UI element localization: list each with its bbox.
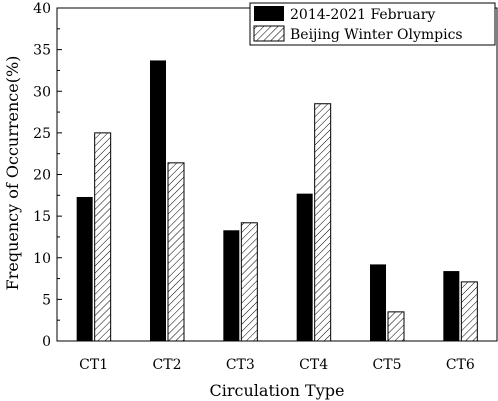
legend-swatch-2014-2021-february <box>254 6 284 21</box>
x-axis-label: Circulation Type <box>210 381 345 400</box>
y-tick-label-10: 10 <box>33 251 51 267</box>
bar-ct6-2014-2021-february <box>443 271 460 341</box>
legend-box <box>249 2 496 46</box>
bar-ct5-2014-2021-february <box>370 264 386 341</box>
y-axis-label: Frequency of Occurrence(%) <box>3 56 22 291</box>
bar-ct4-beijing-winter-olympics <box>314 103 332 342</box>
y-tick-label-35: 35 <box>33 43 51 59</box>
x-tick-label-ct5: CT5 <box>373 357 402 373</box>
bar-ct3-2014-2021-february <box>223 230 240 341</box>
bar-ct2-2014-2021-february <box>150 60 166 341</box>
axes-group: CT1 CT2 CT3 CT4 CT5 CT6 0 5 10 15 20 25 30 35 40 <box>33 1 498 373</box>
bar-ct1-2014-2021-february <box>76 196 93 341</box>
bar-ct1-beijing-winter-olympics <box>94 132 112 342</box>
x-tick-label-ct6: CT6 <box>446 357 475 373</box>
bar-ct3-beijing-winter-olympics <box>240 222 258 342</box>
legend-label-2014-2021-february: 2014-2021 February <box>290 7 435 23</box>
y-tick-label-15: 15 <box>33 209 51 225</box>
x-tick-label-ct4: CT4 <box>299 357 328 373</box>
x-tick-label-ct1: CT1 <box>79 357 108 373</box>
y-tick-label-40: 40 <box>33 1 51 17</box>
bar-ct4-2014-2021-february <box>296 193 313 341</box>
bar-ct2-beijing-winter-olympics <box>167 162 185 342</box>
bars-group <box>76 60 478 342</box>
legend-label-beijing-winter-olympics: Beijing Winter Olympics <box>290 27 463 43</box>
x-tick-label-ct2: CT2 <box>153 357 182 373</box>
y-tick-label-0: 0 <box>42 334 51 350</box>
y-tick-label-20: 20 <box>33 168 51 184</box>
y-tick-label-25: 25 <box>33 126 51 142</box>
y-tick-label-5: 5 <box>42 292 51 308</box>
bar-ct5-beijing-winter-olympics <box>387 311 405 342</box>
x-tick-label-ct3: CT3 <box>226 357 255 373</box>
y-tick-label-30: 30 <box>33 84 51 100</box>
legend-swatch-beijing-winter-olympics <box>253 25 285 42</box>
legend: 2014-2021 February Beijing Winter Olympi… <box>249 2 496 46</box>
plot-frame <box>56 7 498 342</box>
bar-ct6-beijing-winter-olympics <box>460 281 478 342</box>
